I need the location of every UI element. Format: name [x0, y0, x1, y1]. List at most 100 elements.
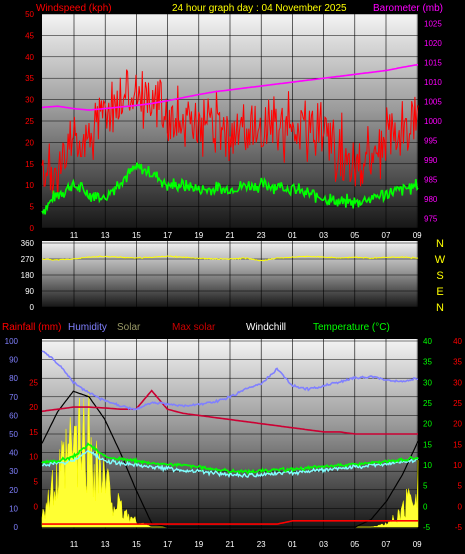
- legend-windchill: Windchill: [246, 322, 286, 333]
- legend-max-solar: Max solar: [172, 322, 216, 333]
- legend-solar: Solar: [117, 322, 141, 333]
- compass-letter: N: [436, 302, 444, 314]
- compass-letter: W: [435, 254, 446, 266]
- time-tick-label: 01: [288, 540, 297, 549]
- temperature-tick-label: 15: [423, 440, 432, 449]
- humidity-tick-label: 40: [9, 449, 18, 458]
- temperature-outer-tick-label: 40: [453, 337, 462, 346]
- legend-humidity: Humidity: [68, 322, 107, 333]
- temperature-line: [41, 442, 419, 475]
- compass-letter: N: [436, 238, 444, 250]
- humidity-tick-label: 80: [9, 374, 18, 383]
- time-tick-label: 03: [319, 231, 328, 240]
- windspeed-tick-label: 5: [30, 203, 35, 212]
- barometer-line: [41, 63, 419, 111]
- rainfall-ticks: 0 5 10 15 20 25: [29, 378, 38, 511]
- humidity-tick-label: 50: [9, 430, 18, 439]
- barometer-tick-label: 985: [424, 175, 438, 184]
- temperature-tick-label: 10: [423, 461, 432, 470]
- wind-direction-line: [41, 255, 419, 262]
- windspeed-tick-label: 50: [25, 10, 34, 19]
- windspeed-tick-label: 10: [25, 181, 34, 190]
- temperature-tick-label: 20: [423, 420, 432, 429]
- windspeed-tick-label: 15: [25, 160, 34, 169]
- humidity-tick-label: 90: [9, 356, 18, 365]
- barometer-tick-label: 990: [424, 156, 438, 165]
- rain-temp-time-ticks: 11 13 15 17 19 21 23 01 03 05 07 09: [70, 540, 422, 549]
- humidity-tick-label: 30: [9, 467, 18, 476]
- time-tick-label: 07: [382, 540, 391, 549]
- wind-pressure-series: [41, 63, 419, 215]
- windspeed-tick-label: 30: [25, 96, 34, 105]
- compass-letter: E: [436, 286, 443, 298]
- temperature-tick-label: 0: [423, 502, 428, 511]
- time-tick-label: 05: [350, 231, 359, 240]
- compass-letter: S: [436, 270, 443, 282]
- temperature-tick-label: 25: [423, 399, 432, 408]
- rainfall-tick-label: 20: [29, 403, 38, 412]
- windspeed-tick-label: 45: [25, 31, 34, 40]
- humidity-tick-label: 100: [5, 337, 19, 346]
- barometer-tick-label: 995: [424, 136, 438, 145]
- temperature-tick-label: 5: [423, 482, 428, 491]
- time-tick-label: 11: [70, 231, 79, 240]
- rainfall-tick-label: 0: [34, 502, 39, 511]
- barometer-axis-title: Barometer (mb): [373, 3, 443, 14]
- windspeed-gust-line: [41, 69, 419, 198]
- time-tick-label: 07: [382, 231, 391, 240]
- humidity-ticks: 0 10 20 30 40 50 60 70 80 90 100: [5, 337, 19, 532]
- chart-title: 24 hour graph day : 04 November 2025: [172, 3, 347, 14]
- time-tick-label: 09: [413, 231, 422, 240]
- temperature-tick-label: 30: [423, 378, 432, 387]
- barometer-tick-label: 1020: [424, 39, 442, 48]
- temperature-outer-tick-label: 0: [458, 502, 463, 511]
- wind-direction-series: [41, 255, 419, 262]
- windspeed-average-line: [41, 162, 419, 215]
- time-tick-label: 01: [288, 231, 297, 240]
- temperature-outer-tick-label: 35: [453, 358, 462, 367]
- time-tick-label: 13: [101, 540, 110, 549]
- barometer-tick-label: 1000: [424, 117, 442, 126]
- windspeed-axis-title: Windspeed (kph): [36, 3, 112, 14]
- humidity-line: [41, 350, 419, 411]
- time-tick-label: 23: [257, 540, 266, 549]
- humidity-tick-label: 0: [14, 523, 19, 532]
- rainfall-tick-label: 25: [29, 378, 38, 387]
- time-tick-label: 09: [413, 540, 422, 549]
- humidity-tick-label: 60: [9, 411, 18, 420]
- max-solar-curve: [41, 390, 419, 528]
- temperature-tick-label: -5: [423, 523, 431, 532]
- humidity-tick-label: 20: [9, 486, 18, 495]
- rainfall-tick-label: 10: [29, 453, 38, 462]
- windspeed-tick-label: 25: [25, 117, 34, 126]
- barometer-tick-label: 1005: [424, 98, 442, 107]
- legend-temperature: Temperature (°C): [313, 322, 390, 333]
- direction-tick-label: 360: [21, 239, 35, 248]
- time-tick-label: 17: [163, 540, 172, 549]
- rain-temp-series: [41, 350, 419, 528]
- time-tick-label: 19: [194, 540, 203, 549]
- rainfall-tick-label: 15: [29, 428, 38, 437]
- legend-rainfall: Rainfall (mm): [2, 322, 61, 333]
- barometer-tick-label: 980: [424, 195, 438, 204]
- temperature-outer-tick-label: 20: [453, 420, 462, 429]
- temperature-outer-ticks: -5 0 5 10 15 20 25 30 35 40: [453, 337, 462, 532]
- time-tick-label: 19: [194, 231, 203, 240]
- barometer-tick-label: 975: [424, 214, 438, 223]
- windspeed-ticks: 0 5 10 15 20 25 30 35 40 45 50: [25, 10, 34, 233]
- temperature-outer-tick-label: 15: [453, 440, 462, 449]
- windchill-line: [41, 449, 419, 479]
- temperature-outer-tick-label: 5: [458, 482, 463, 491]
- temperature-outer-tick-label: 30: [453, 378, 462, 387]
- windspeed-tick-label: 40: [25, 53, 34, 62]
- rainfall-tick-label: 5: [34, 478, 39, 487]
- windspeed-tick-label: 0: [30, 224, 35, 233]
- rainfall-line: [42, 519, 418, 525]
- windspeed-tick-label: 20: [25, 138, 34, 147]
- time-tick-label: 15: [132, 540, 141, 549]
- direction-tick-label: 0: [30, 303, 35, 312]
- barometer-tick-label: 1010: [424, 78, 442, 87]
- time-tick-label: 23: [257, 231, 266, 240]
- temperature-inner-ticks: -5 0 5 10 15 20 25 30 35 40: [423, 337, 432, 532]
